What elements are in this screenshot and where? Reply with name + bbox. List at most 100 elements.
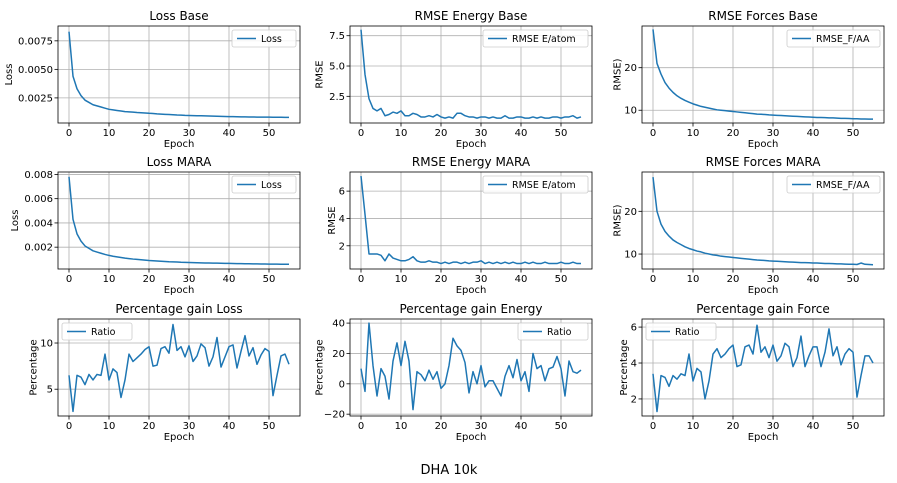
x-tick-label: 0 bbox=[358, 421, 364, 432]
y-axis-label: Percentage bbox=[29, 339, 40, 395]
x-tick-label: 10 bbox=[395, 274, 408, 285]
legend: Ratio bbox=[517, 322, 589, 341]
x-tick-label: 40 bbox=[515, 128, 528, 139]
subplot-title: Percentage gain Loss bbox=[115, 302, 242, 316]
x-tick-label: 40 bbox=[223, 421, 236, 432]
axes-frame bbox=[641, 318, 885, 417]
legend: RMSE_F/AA bbox=[786, 175, 881, 194]
legend-box bbox=[231, 29, 297, 48]
x-tick-label: 40 bbox=[807, 128, 820, 139]
y-tick-label: 20 bbox=[332, 349, 345, 360]
y-tick-label: 7.5 bbox=[329, 31, 345, 42]
subplot-5: 0 10 20 30 40 50 2 4 6 RMSE Energy MARA Epoch RMSE R… bbox=[327, 155, 593, 296]
subplot-8: 0 10 20 30 40 50 −20 0 20 40 Percentage gain Energ… bbox=[314, 302, 593, 443]
series-line bbox=[360, 322, 582, 411]
x-tick-label: 10 bbox=[687, 274, 700, 285]
subplot-9: 0 10 20 30 40 50 2 4 6 Percentage gain Force Epoch… bbox=[619, 302, 885, 443]
legend-box bbox=[786, 175, 881, 194]
x-tick-label: 20 bbox=[143, 274, 156, 285]
x-tick-label: 0 bbox=[650, 421, 656, 432]
series-line bbox=[360, 29, 582, 119]
x-tick-label: 10 bbox=[395, 128, 408, 139]
x-tick-label: 0 bbox=[358, 274, 364, 285]
x-tick-label: 40 bbox=[223, 128, 236, 139]
x-tick-label: 30 bbox=[183, 421, 196, 432]
x-tick-label: 10 bbox=[687, 128, 700, 139]
x-axis-label: Epoch bbox=[456, 432, 487, 443]
x-axis-label: Epoch bbox=[456, 139, 487, 150]
x-tick-label: 30 bbox=[767, 274, 780, 285]
y-tick-label: 10 bbox=[40, 339, 53, 350]
y-tick-label: 10 bbox=[624, 250, 637, 261]
x-tick-label: 50 bbox=[263, 274, 276, 285]
x-tick-label: 30 bbox=[475, 274, 488, 285]
legend-label: RMSE_F/AA bbox=[816, 34, 870, 45]
y-tick-label: 0.0050 bbox=[18, 65, 53, 76]
subplot-title: Percentage gain Force bbox=[696, 302, 830, 316]
x-tick-label: 20 bbox=[727, 274, 740, 285]
legend: Ratio bbox=[645, 322, 717, 341]
y-tick-label: 5 bbox=[47, 385, 53, 396]
x-tick-label: 0 bbox=[66, 421, 72, 432]
y-tick-label: −20 bbox=[324, 410, 345, 421]
legend-label: Loss bbox=[261, 34, 282, 45]
y-tick-label: 2.5 bbox=[329, 92, 345, 103]
legend-box bbox=[482, 175, 589, 194]
legend: RMSE_F/AA bbox=[786, 29, 881, 48]
x-tick-label: 40 bbox=[515, 274, 528, 285]
y-tick-label: 10 bbox=[624, 106, 637, 117]
x-tick-label: 50 bbox=[555, 274, 568, 285]
x-tick-label: 10 bbox=[103, 128, 116, 139]
x-tick-label: 20 bbox=[435, 421, 448, 432]
y-tick-label: 2 bbox=[631, 394, 637, 405]
axes-frame bbox=[349, 171, 593, 270]
x-tick-label: 50 bbox=[263, 421, 276, 432]
series-line bbox=[68, 31, 289, 119]
x-tick-label: 10 bbox=[395, 421, 408, 432]
x-axis-label: Epoch bbox=[164, 432, 195, 443]
x-tick-label: 0 bbox=[66, 128, 72, 139]
legend-label: RMSE E/atom bbox=[512, 180, 576, 191]
x-axis-label: Epoch bbox=[164, 139, 195, 150]
y-tick-label: 4 bbox=[339, 214, 345, 225]
x-tick-label: 30 bbox=[475, 421, 488, 432]
axes-frame bbox=[57, 25, 301, 124]
x-tick-label: 50 bbox=[847, 128, 860, 139]
x-axis-label: Epoch bbox=[164, 285, 195, 296]
y-axis-label: Percentage bbox=[619, 339, 630, 395]
legend-box bbox=[786, 29, 881, 48]
subplot-title: RMSE Energy Base bbox=[415, 9, 528, 23]
x-axis-label: Epoch bbox=[748, 285, 779, 296]
x-tick-label: 50 bbox=[847, 421, 860, 432]
series-line bbox=[68, 323, 290, 413]
legend-label: Ratio bbox=[91, 327, 116, 338]
axes-frame bbox=[641, 25, 885, 124]
series-line bbox=[652, 177, 874, 266]
axes-frame bbox=[349, 25, 593, 124]
subplot-1: 0 10 20 30 40 50 0.0025 0.0050 0.0075 Loss Base Ep… bbox=[4, 9, 301, 150]
y-tick-label: 0.006 bbox=[24, 194, 53, 205]
subplot-title: Percentage gain Energy bbox=[399, 302, 542, 316]
legend-box bbox=[517, 322, 589, 341]
axes-frame bbox=[349, 318, 593, 417]
y-tick-label: 0.0025 bbox=[18, 93, 53, 104]
x-tick-label: 30 bbox=[475, 128, 488, 139]
x-tick-label: 40 bbox=[807, 274, 820, 285]
x-tick-label: 50 bbox=[555, 421, 568, 432]
legend: RMSE E/atom bbox=[482, 29, 589, 48]
x-tick-label: 20 bbox=[435, 128, 448, 139]
axes-frame bbox=[57, 318, 301, 417]
y-tick-label: 0.002 bbox=[24, 243, 53, 254]
y-tick-label: 0.004 bbox=[24, 218, 53, 229]
y-axis-label: Loss bbox=[4, 64, 15, 86]
x-tick-label: 0 bbox=[650, 128, 656, 139]
y-tick-label: 0.0075 bbox=[18, 36, 53, 47]
y-tick-label: 2 bbox=[339, 241, 345, 252]
series-line bbox=[360, 176, 581, 265]
subplot-title: RMSE Forces Base bbox=[708, 9, 817, 23]
y-tick-label: 6 bbox=[631, 323, 637, 334]
legend: RMSE E/atom bbox=[482, 175, 589, 194]
x-tick-label: 0 bbox=[650, 274, 656, 285]
x-tick-label: 10 bbox=[103, 274, 116, 285]
x-tick-label: 0 bbox=[66, 274, 72, 285]
